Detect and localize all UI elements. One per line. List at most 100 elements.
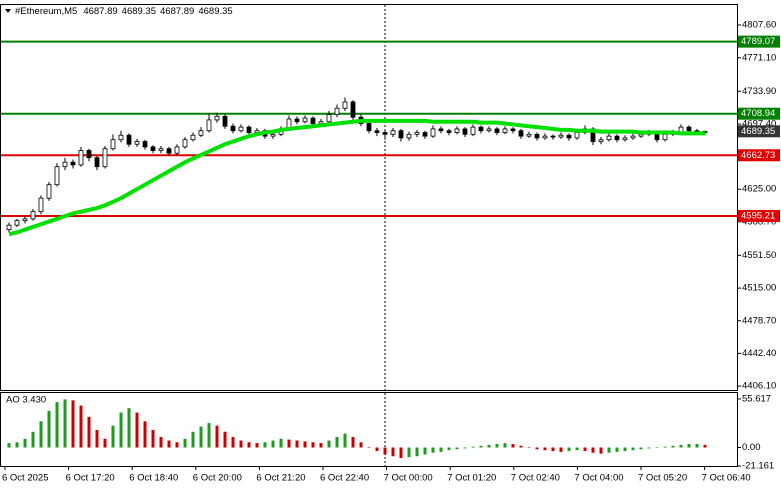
y-tick-label: 4478.70	[742, 315, 776, 326]
x-tick-label: 6 Oct 21:20	[256, 473, 305, 484]
candle-body	[414, 132, 420, 135]
level-label: 4595.21	[741, 210, 775, 221]
candle-body	[158, 148, 164, 151]
ao-bar	[87, 416, 91, 448]
y-tick-label: 4442.40	[742, 348, 776, 359]
candle-body	[118, 134, 124, 141]
ao-bar	[615, 447, 619, 452]
ao-bar	[375, 447, 379, 452]
y-tick-label: 4697.40	[742, 119, 776, 130]
ao-bar	[271, 440, 275, 448]
candle-body	[38, 197, 44, 213]
ao-bar	[151, 430, 155, 448]
x-tick-label: 7 Oct 01:20	[447, 473, 496, 484]
candle-body	[598, 139, 604, 142]
price-label: 4689.35	[741, 126, 775, 137]
candle-body	[14, 220, 20, 226]
ao-bar	[543, 447, 547, 451]
x-tick-label: 7 Oct 06:40	[702, 473, 751, 484]
ao-bar	[103, 438, 107, 448]
candle-body	[446, 130, 452, 133]
candle-body	[214, 115, 220, 121]
candle-body	[510, 128, 516, 132]
ao-bar	[511, 444, 515, 448]
ao-bar	[159, 437, 163, 448]
ao-bar	[319, 443, 323, 448]
candle-body	[390, 130, 396, 135]
candle-body	[102, 148, 108, 168]
ao-bar	[279, 438, 283, 448]
ao-bar	[591, 447, 595, 453]
ao-bar	[367, 447, 371, 449]
candle-body	[638, 133, 644, 137]
ao-bar	[415, 447, 419, 457]
x-tick-label: 6 Oct 18:40	[129, 473, 178, 484]
x-tick-label: 6 Oct 22:40	[320, 473, 369, 484]
candle-body	[110, 139, 116, 150]
ao-bar	[63, 399, 67, 448]
candle-body	[238, 126, 244, 132]
ao-bar	[551, 447, 555, 452]
candle-body	[622, 137, 628, 141]
ao-bar	[111, 425, 115, 448]
ao-bar	[79, 405, 83, 448]
ao-bar	[663, 446, 667, 448]
ao-bar	[71, 400, 75, 448]
ao-bar	[471, 446, 475, 448]
ao-bar	[47, 410, 51, 448]
candle-body	[310, 117, 316, 124]
level-label: 4789.07	[741, 36, 775, 47]
candle-body	[246, 126, 252, 133]
ao-bar	[303, 441, 307, 448]
candle-body	[30, 211, 36, 220]
candle-body	[62, 161, 68, 168]
y-tick-label: 0.00	[742, 442, 761, 453]
candle-body	[126, 134, 132, 145]
candle-body	[182, 139, 188, 148]
ao-bar	[695, 444, 699, 448]
candle-body	[198, 130, 204, 136]
candle-body	[542, 135, 548, 139]
ao-bar	[311, 442, 315, 448]
ao-bar	[7, 443, 11, 448]
price-box	[738, 125, 780, 138]
y-tick-label: 4406.10	[742, 381, 776, 392]
ao-bar	[535, 447, 539, 450]
candle-body	[462, 128, 468, 135]
candle-body	[350, 101, 356, 118]
candle-body	[630, 135, 636, 139]
ao-bar	[503, 443, 507, 448]
ao-bar	[335, 437, 339, 448]
candle-body	[534, 133, 540, 139]
ao-bar	[599, 447, 603, 454]
candle-body	[22, 218, 28, 222]
x-tick-label: 7 Oct 00:00	[384, 473, 433, 484]
ao-title: AO 3.430	[6, 395, 46, 406]
ao-bar	[679, 444, 683, 448]
ao-bar	[23, 438, 27, 448]
ao-bar	[191, 431, 195, 448]
candle-body	[494, 128, 500, 133]
ao-bar	[175, 442, 179, 448]
candle-body	[46, 184, 52, 199]
ao-bar	[135, 412, 139, 448]
ao-bar	[183, 438, 187, 448]
candle-body	[454, 128, 460, 133]
candle-body	[526, 133, 532, 137]
candle-body	[302, 117, 308, 123]
main-frame	[0, 4, 738, 391]
ao-bar	[559, 447, 563, 452]
ao-bar	[127, 408, 131, 448]
ao-bar	[263, 442, 267, 448]
candle-body	[382, 132, 388, 135]
ao-bar	[687, 444, 691, 448]
candle-body	[486, 128, 492, 132]
ao-bar	[351, 437, 355, 448]
level-label-box	[738, 149, 780, 162]
symbol: #Ethereum,M5	[15, 6, 77, 17]
ao-bar	[167, 440, 171, 448]
menu-arrow	[5, 9, 11, 13]
ao-bar	[407, 447, 411, 458]
candle-body	[574, 132, 580, 139]
